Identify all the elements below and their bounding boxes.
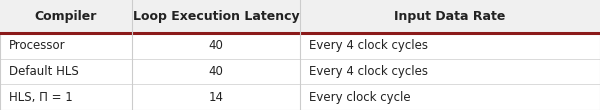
Text: Every 4 clock cycles: Every 4 clock cycles xyxy=(309,65,428,78)
Text: Default HLS: Default HLS xyxy=(9,65,79,78)
Text: Processor: Processor xyxy=(9,39,65,52)
Text: Every clock cycle: Every clock cycle xyxy=(309,91,410,104)
Text: Input Data Rate: Input Data Rate xyxy=(394,10,506,23)
Text: 40: 40 xyxy=(209,65,223,78)
Text: 40: 40 xyxy=(209,39,223,52)
Bar xyxy=(0,0,600,33)
Text: Every 4 clock cycles: Every 4 clock cycles xyxy=(309,39,428,52)
Text: HLS, Π = 1: HLS, Π = 1 xyxy=(9,91,73,104)
Text: Loop Execution Latency: Loop Execution Latency xyxy=(133,10,299,23)
Text: Compiler: Compiler xyxy=(35,10,97,23)
Text: 14: 14 xyxy=(209,91,223,104)
